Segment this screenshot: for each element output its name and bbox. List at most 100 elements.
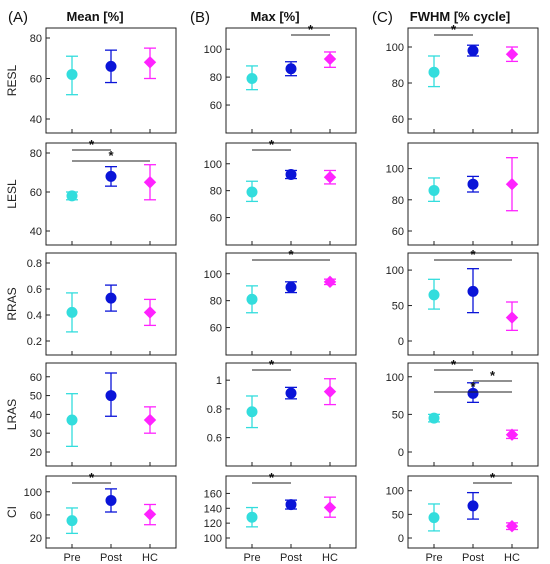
subplot-2-2-sig-label: *	[470, 247, 476, 262]
subplot-2-1-ytick-label: 100	[204, 269, 222, 281]
subplot-4-0-point-pre	[66, 515, 78, 527]
subplot-0-1-point-post	[285, 63, 297, 75]
panel-label-2: (C)	[372, 9, 393, 26]
subplot-0-1-point-hc	[323, 52, 337, 66]
row-label-3: LRAS	[5, 399, 19, 430]
subplot-3-1-ytick-label: 1	[216, 375, 222, 387]
subplot-4-1-ytick-label: 160	[204, 488, 222, 500]
xtick-label-post: Post	[280, 552, 302, 564]
subplot-4-1-ytick-label: 100	[204, 533, 222, 545]
subplot-3-1-point-post	[285, 387, 297, 399]
subplot-0-2-point-post	[467, 45, 479, 57]
subplot-1-2-ytick-label: 60	[392, 226, 404, 238]
subplot-2-2-ytick-label: 50	[392, 301, 404, 313]
subplot-3-2-sig-label: *	[490, 368, 496, 383]
subplot-3-2-point-hc	[505, 428, 519, 441]
subplot-3-2-ytick-label: 0	[398, 447, 404, 459]
row-label-4: CI	[5, 506, 19, 518]
subplot-3-1-ytick-label: 0.6	[207, 433, 222, 445]
subplot-3-1-frame	[225, 362, 357, 467]
subplot-0-2-frame	[407, 27, 539, 134]
subplot-3-2-point-post	[467, 387, 479, 399]
xtick-label-pre: Pre	[63, 552, 80, 564]
subplot-3-0-point-post	[105, 390, 117, 402]
subplot-2-0-point-hc	[143, 306, 157, 319]
row-label-1: LESL	[5, 179, 19, 209]
subplot-1-0-point-pre	[66, 190, 78, 202]
subplot-3-0-ytick-label: 30	[30, 428, 42, 440]
subplot-2-0-ytick-label: 0.6	[27, 284, 42, 296]
subplot-2-0-ytick-label: 0.2	[27, 336, 42, 348]
subplot-3-2-ytick-label: 50	[392, 409, 404, 421]
subplot-1-2-ytick-label: 80	[392, 195, 404, 207]
subplot-2-0-ytick-label: 0.8	[27, 258, 42, 270]
subplot-4-0-sig-label: *	[89, 470, 95, 485]
subplot-3-0-ytick-label: 20	[30, 447, 42, 459]
subplot-0-0-ytick-label: 80	[30, 33, 42, 45]
subplot-3-1-sig-label: *	[269, 357, 275, 372]
subplot-4-0-point-hc	[143, 508, 157, 521]
subplot-3-0-ytick-label: 60	[30, 372, 42, 384]
row-label-0: RESL	[5, 65, 19, 97]
subplot-0-1-ytick-label: 100	[204, 44, 222, 56]
subplot-0-2-point-hc	[505, 47, 519, 61]
subplot-4-1-ytick-label: 140	[204, 503, 222, 515]
subplot-2-1-ytick-label: 80	[210, 296, 222, 308]
subplot-2-1-sig-label: *	[288, 247, 294, 262]
xtick-label-post: Post	[462, 552, 484, 564]
subplot-2-2-ytick-label: 0	[398, 336, 404, 348]
subplot-4-0-point-post	[105, 494, 117, 506]
subplot-1-1-point-post	[285, 169, 297, 181]
subplot-4-2-ytick-label: 100	[386, 486, 404, 498]
subplot-4-2-ytick-label: 50	[392, 509, 404, 521]
subplot-4-1-sig-label: *	[269, 470, 275, 485]
xtick-label-post: Post	[100, 552, 122, 564]
subplot-2-2-point-hc	[505, 311, 519, 324]
subplot-3-2-sig-label: *	[451, 357, 457, 372]
subplot-4-2-ytick-label: 0	[398, 533, 404, 545]
subplot-0-0-point-post	[105, 60, 117, 72]
xtick-label-hc: HC	[142, 552, 158, 564]
subplot-2-0-ytick-label: 0.4	[27, 310, 42, 322]
subplot-2-2-ytick-label: 100	[386, 265, 404, 277]
subplot-3-2-sig-label: *	[470, 379, 476, 394]
subplot-0-0-ytick-label: 40	[30, 114, 42, 126]
xtick-label-hc: HC	[504, 552, 520, 564]
subplot-1-1-ytick-label: 100	[204, 159, 222, 171]
column-title-1: Max [%]	[250, 9, 299, 24]
subplot-1-1-point-hc	[323, 170, 337, 184]
subplot-1-1-ytick-label: 60	[210, 213, 222, 225]
subplot-0-1-frame	[225, 27, 357, 134]
subplot-1-0-ytick-label: 60	[30, 187, 42, 199]
subplot-3-0-ytick-label: 40	[30, 409, 42, 421]
subplot-1-1-point-pre	[246, 186, 258, 198]
subplot-3-0-ytick-label: 50	[30, 391, 42, 403]
subplot-0-1-ytick-label: 60	[210, 100, 222, 112]
subplot-1-0-ytick-label: 40	[30, 226, 42, 238]
subplot-1-0-point-post	[105, 170, 117, 182]
subplot-4-0-ytick-label: 20	[30, 533, 42, 545]
subplot-2-2-point-pre	[428, 289, 440, 301]
subplot-3-2-point-pre	[428, 412, 440, 424]
subplot-1-2-point-post	[467, 178, 479, 190]
subplot-4-2-point-post	[467, 500, 479, 512]
xtick-label-pre: Pre	[243, 552, 260, 564]
subplot-0-1-sig-label: *	[308, 22, 314, 37]
subplot-1-0-sig-label: *	[89, 137, 95, 152]
row-label-2: RRAS	[5, 287, 19, 320]
subplot-2-1-ytick-label: 60	[210, 323, 222, 335]
subplot-4-1-point-pre	[246, 511, 258, 523]
subplot-1-2-point-hc	[505, 177, 519, 191]
subplot-0-2-ytick-label: 100	[386, 42, 404, 54]
subplot-1-1-ytick-label: 80	[210, 186, 222, 198]
subplot-1-2-ytick-label: 100	[386, 164, 404, 176]
subplot-3-1-ytick-label: 0.8	[207, 404, 222, 416]
subplot-0-2-point-pre	[428, 66, 440, 78]
subplot-1-2-point-pre	[428, 184, 440, 196]
subplot-0-1-ytick-label: 80	[210, 72, 222, 84]
subplot-2-0-point-post	[105, 292, 117, 304]
subplot-4-0-ytick-label: 60	[30, 510, 42, 522]
panel-label-0: (A)	[8, 9, 28, 26]
subplot-1-2-frame	[407, 142, 539, 246]
subplot-4-2-point-hc	[505, 519, 519, 533]
